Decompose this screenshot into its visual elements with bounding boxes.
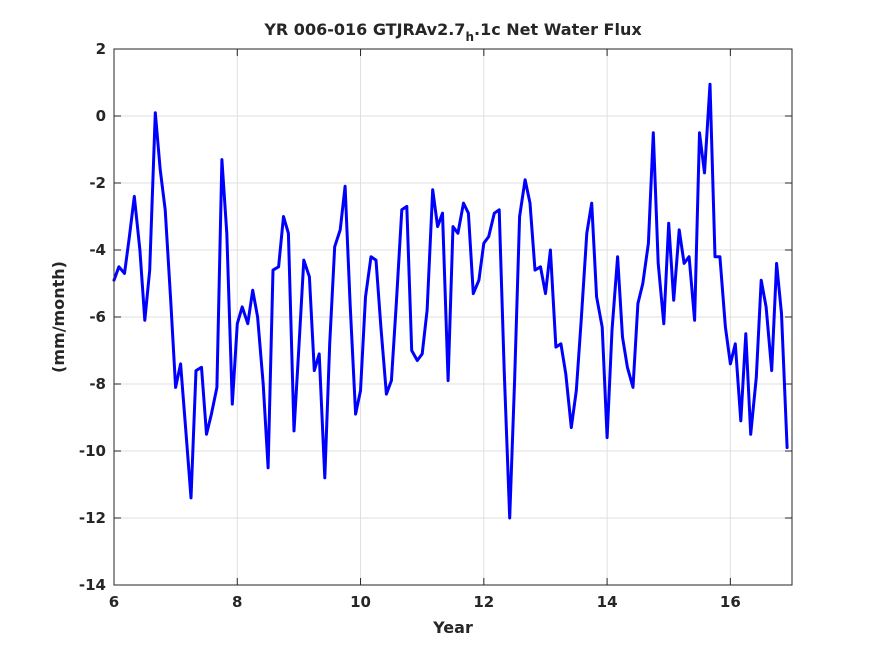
x-tick-label: 6 [109,593,119,611]
chart-title-suffix: .1c Net Water Flux [474,20,642,39]
x-tick-label: 14 [597,593,618,611]
series-line [112,82,789,520]
tick-labels: 6 8 10 12 14 16 2 0 -2 -4 -6 -8 -10 -12 -14 [79,40,741,611]
x-axis-label: Year [432,618,473,637]
x-tick-label: 10 [350,593,371,611]
y-tick-label: -8 [89,375,106,393]
y-tick-label: -4 [89,241,106,259]
y-tick-label: -6 [89,308,106,326]
y-tick-label: -12 [79,509,106,527]
plot-frame [113,48,793,586]
x-tick-label: 16 [720,593,741,611]
x-tick-label: 8 [232,593,242,611]
chart-title: YR 006-016 GTJRAv2.7h.1c Net Water Flux [263,20,642,44]
y-tick-label: -10 [79,442,106,460]
y-tick-label: -2 [89,174,106,192]
y-tick-label: 2 [96,40,106,58]
chart-title-subscript: h [465,30,474,44]
x-tick-label: 12 [473,593,494,611]
grid [113,48,792,586]
series-layer [112,82,789,520]
y-tick-label: 0 [96,107,106,125]
y-axis-label: (mm/month) [49,261,68,373]
y-tick-label: -14 [79,576,106,594]
